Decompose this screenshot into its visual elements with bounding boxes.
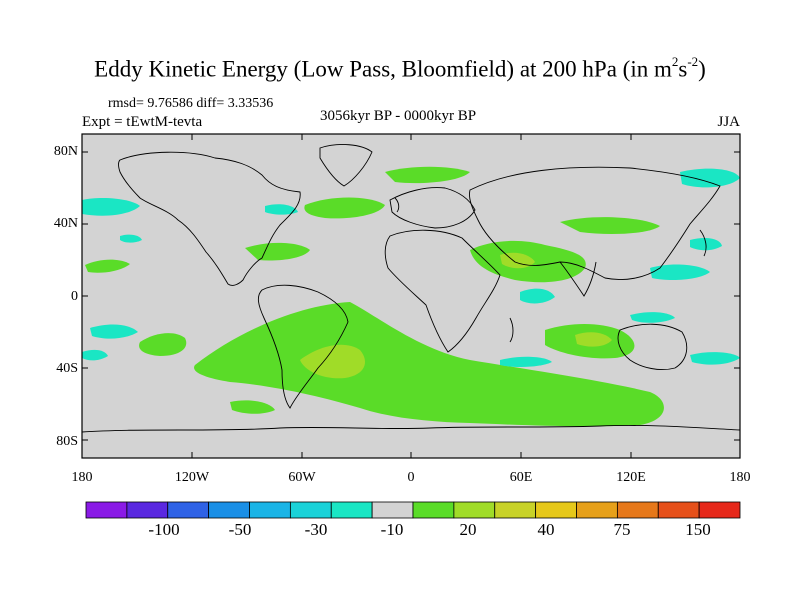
colorbar-swatch — [576, 501, 618, 519]
positive-region-s-pacific — [139, 333, 187, 356]
colorbar-label-minus10: -10 — [380, 520, 404, 539]
colorbar-swatch — [249, 501, 291, 519]
colorbar-label-minus50: -50 — [228, 520, 252, 539]
positive-region-n-atlantic — [304, 197, 385, 219]
lat-label-40s: 40S — [56, 361, 78, 376]
positive-region-n-america — [245, 242, 310, 261]
coastline-australia — [617, 323, 688, 371]
negative-region-arctic-east — [680, 168, 740, 188]
lon-label-60w: 60W — [288, 470, 316, 485]
coastline-india — [559, 261, 597, 297]
colorbar-swatch — [167, 501, 210, 519]
negative-region-tropical-pacific — [90, 324, 138, 339]
coastline-greenland — [319, 144, 373, 187]
negative-region-e-pacific — [82, 349, 108, 361]
positive-region-n-pacific — [85, 259, 130, 273]
colorbar-swatch — [208, 501, 250, 519]
coastline-south-america — [257, 284, 349, 409]
coastline-japan — [699, 229, 707, 257]
negative-region-ne-atlantic — [120, 234, 142, 243]
negative-region-w-pacific-2 — [630, 312, 675, 323]
coastline-africa — [384, 229, 501, 353]
negative-region-s-pacific — [690, 352, 740, 365]
positive-region-south-atlantic — [194, 302, 664, 427]
negative-region-n-pacific-2 — [265, 204, 298, 215]
anomaly-field — [82, 166, 740, 427]
colorbar-label-minus100: -100 — [148, 520, 180, 539]
negative-region-ne-pacific — [82, 198, 140, 216]
colorbar-swatch — [289, 501, 332, 519]
positive-core-indian — [575, 332, 612, 347]
coastline-antarctica — [82, 425, 740, 433]
lat-label-80s: 80S — [56, 434, 78, 449]
positive-region-arctic — [385, 166, 470, 184]
colorbar-swatch — [371, 501, 414, 519]
colorbar-swatch — [412, 501, 455, 519]
coastline-north-america — [118, 151, 301, 286]
colorbar-swatch — [494, 501, 537, 519]
season-label: JJA — [717, 114, 740, 130]
lon-label-180e: 180 — [729, 470, 751, 485]
stats-label: rmsd= 9.76586 diff= 3.33536 — [108, 96, 274, 111]
experiment-label: Expt = tEwtM-tevta — [82, 114, 203, 130]
colorbar-label-40: 40 — [537, 520, 555, 539]
lon-label-180w: 180 — [71, 470, 93, 485]
colorbar-swatch — [698, 501, 741, 519]
period-label: 3056kyr BP - 0000kyr BP — [320, 108, 477, 124]
lon-label-120w: 120W — [174, 470, 210, 485]
chart-title: Eddy Kinetic Energy (Low Pass, Bloomfiel… — [94, 54, 706, 82]
positive-region-s-america-east — [230, 400, 275, 414]
colorbar-label-20: 20 — [459, 520, 477, 539]
lon-label-0: 0 — [407, 470, 415, 485]
colorbar-label-75: 75 — [613, 520, 631, 539]
colorbar-label-150: 150 — [685, 520, 711, 539]
colorbar-swatch — [126, 501, 169, 519]
lat-label-eq: 0 — [71, 289, 78, 304]
lat-label-40n: 40N — [53, 216, 78, 231]
negative-region-w-pacific — [650, 264, 710, 280]
colorbar-swatch — [330, 501, 373, 519]
axis-ticks — [82, 134, 740, 458]
negative-region-s-indian — [500, 356, 552, 367]
lat-label-80n: 80N — [53, 144, 78, 159]
lon-label-120e: 120E — [616, 470, 646, 485]
colorbar — [85, 501, 741, 519]
colorbar-label-minus30: -30 — [304, 520, 328, 539]
coastline-asia — [469, 166, 721, 280]
colorbar-swatch — [657, 501, 700, 519]
coastline-uk — [394, 197, 400, 213]
positive-region-north-asia — [560, 217, 660, 234]
colorbar-swatch — [453, 501, 496, 519]
colorbar-swatch — [535, 501, 577, 519]
colorbar-swatch — [85, 501, 128, 519]
lon-label-60e: 60E — [509, 470, 533, 485]
negative-region-indian-tropics — [520, 288, 555, 304]
coastlines — [82, 144, 740, 433]
coastline-europe — [389, 187, 476, 229]
coastline-madagascar — [509, 317, 514, 343]
colorbar-swatch — [616, 501, 659, 519]
